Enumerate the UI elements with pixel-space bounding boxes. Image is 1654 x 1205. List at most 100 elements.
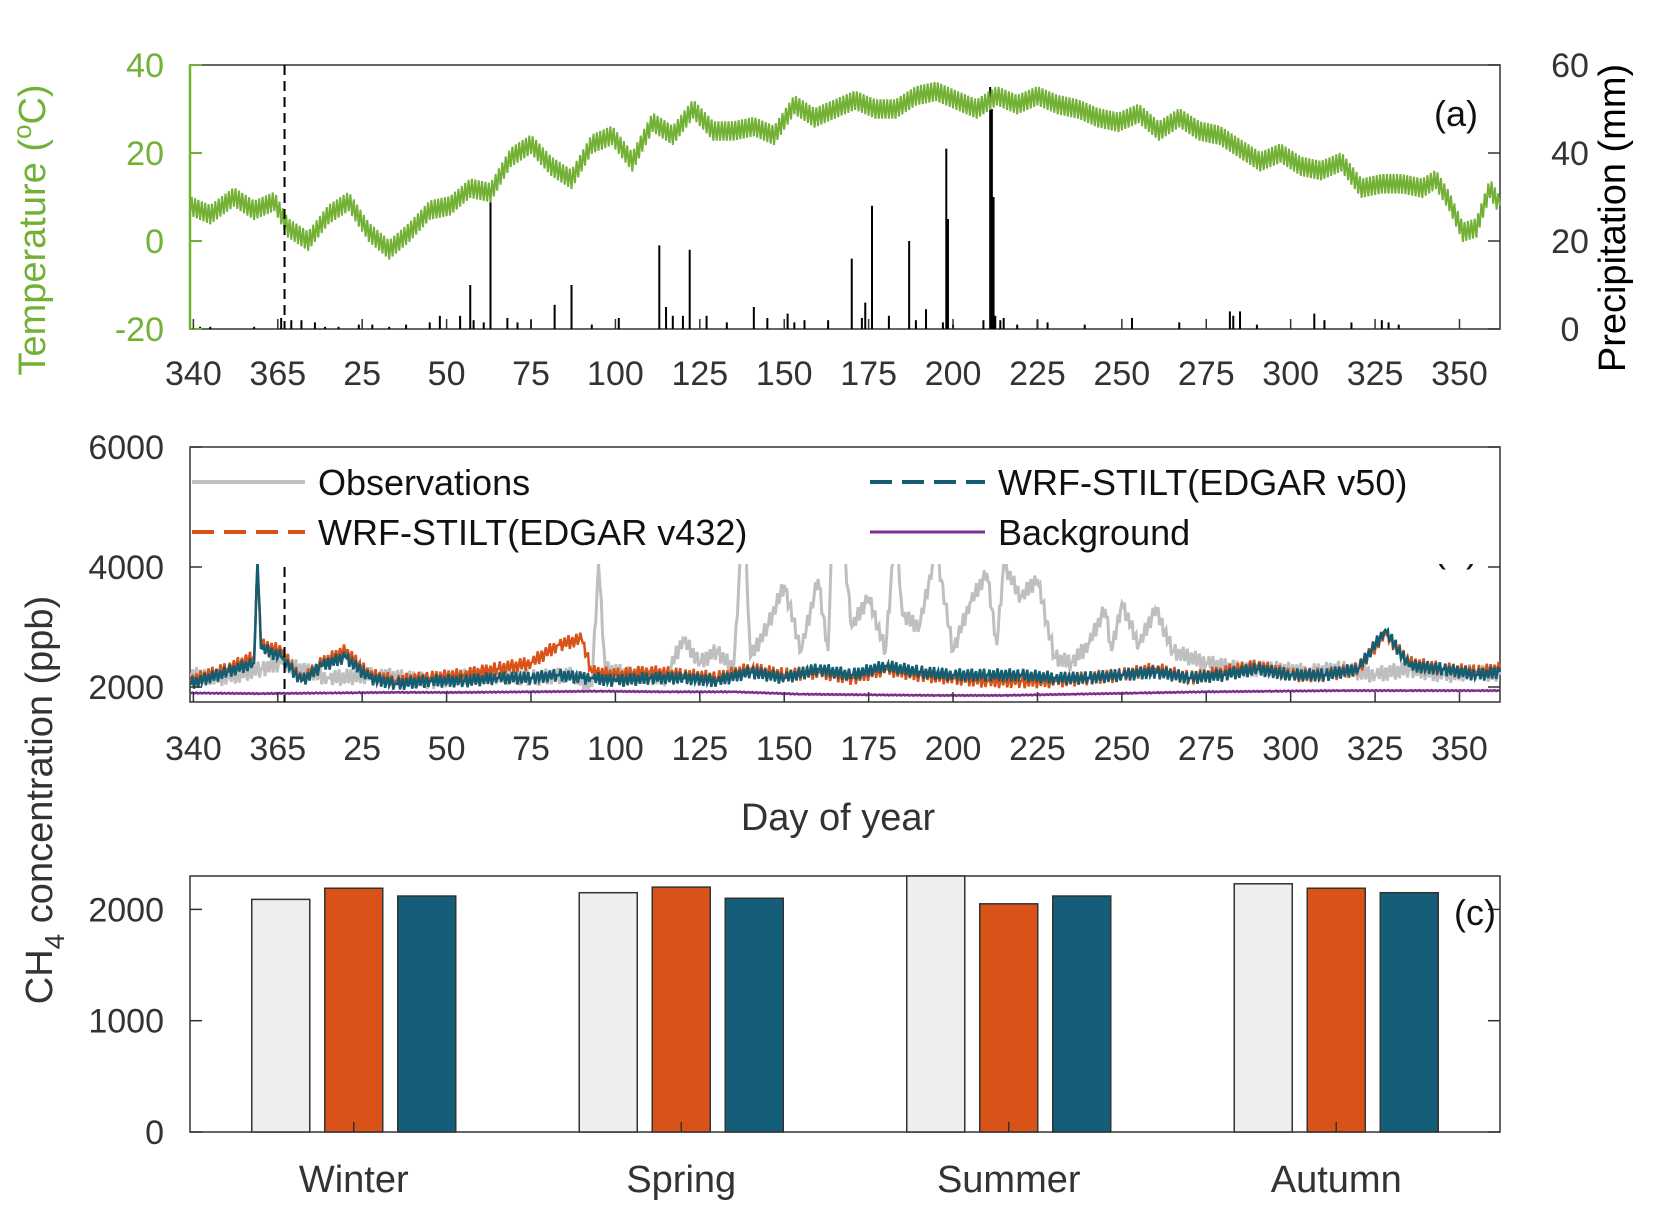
panel-a-label: (a)	[1434, 93, 1478, 134]
left-tick-label: 40	[126, 47, 164, 85]
bar-spring-observations	[578, 891, 638, 1133]
y-tick-label: 4000	[88, 549, 164, 587]
x-tick-label: 250	[1093, 355, 1150, 393]
x-tick-label: 25	[343, 355, 381, 393]
legend-label-observations: Observations	[318, 462, 530, 503]
x-tick-label: 300	[1262, 355, 1319, 393]
x-tick-label: 125	[671, 355, 728, 393]
x-tick-label: 50	[428, 355, 466, 393]
x-tick-label: 365	[249, 355, 306, 393]
x-tick-label: 200	[925, 355, 982, 393]
right-tick-label: 20	[1551, 223, 1589, 261]
x-tick-label: 150	[756, 355, 813, 393]
bar-winter-wrf-stilt-edgar-v50	[397, 895, 457, 1133]
panel-c-frame	[189, 875, 1501, 1133]
bar-summer-wrf-stilt-edgar-v432	[979, 903, 1039, 1133]
category-label: Summer	[937, 1159, 1081, 1201]
x-tick-label: 350	[1431, 355, 1488, 393]
x-tick-label: 225	[1009, 355, 1066, 393]
bar-autumn-wrf-stilt-edgar-v432	[1306, 887, 1366, 1133]
x-tick-label: 50	[428, 730, 466, 768]
bar-summer-wrf-stilt-edgar-v50	[1052, 895, 1112, 1133]
legend-label-edgar-v432: WRF-STILT(EDGAR v432)	[318, 512, 747, 553]
x-tick-label: 275	[1178, 730, 1235, 768]
right-tick-label: 40	[1551, 135, 1589, 173]
bar-autumn-observations	[1233, 883, 1293, 1133]
panel-a: -20 0 20 40 0 20 40 60 340 365 25 50 75 100 125 150 17…	[7, 47, 1634, 393]
panel-a-x-ticks: 340 365 25 50 75 100 125 150 175 200 225 250 275 300 3…	[165, 319, 1488, 393]
x-tick-label: 150	[756, 730, 813, 768]
x-tick-label: 175	[840, 730, 897, 768]
panel-a-left-axis-title-unit: C)	[12, 84, 54, 124]
x-tick-label: 75	[512, 730, 550, 768]
panel-b-x-ticks: 340 365 25 50 75 100 125 150 175 200 225 250 275 300 3…	[165, 692, 1488, 768]
y-tick-label: 1000	[88, 1003, 164, 1041]
x-tick-label: 350	[1431, 730, 1488, 768]
panel-c: 0 1000 2000 Winter Spring Summer Autumn (c)	[88, 875, 1501, 1201]
x-tick-label: 225	[1009, 730, 1066, 768]
x-tick-label: 325	[1347, 355, 1404, 393]
panel-c-x-ticks: Winter Spring Summer Autumn	[299, 1122, 1402, 1201]
shared-y-axis-title: CH4 concentration (ppb)	[19, 596, 70, 1004]
y-tick-label: 0	[145, 1114, 164, 1152]
shared-y-axis-title-prefix: CH	[19, 949, 61, 1004]
background-line	[190, 688, 1501, 698]
x-tick-label: 125	[671, 730, 728, 768]
y-tick-label: 2000	[88, 669, 164, 707]
x-tick-label: 275	[1178, 355, 1235, 393]
right-tick-label: 0	[1561, 311, 1580, 349]
panel-a-right-axis-title: Precipitation (mm)	[1592, 64, 1634, 372]
x-tick-label: 250	[1093, 730, 1150, 768]
x-tick-label: 175	[840, 355, 897, 393]
panel-a-left-axis-title-text: Temperature (	[12, 139, 54, 376]
panel-b: 2000 4000 6000 340 365 25 50 75 100 125 150 175 200…	[88, 429, 1502, 839]
temperature-line	[189, 82, 1501, 260]
panel-a-right-ticks: 0 20 40 60	[1488, 47, 1589, 349]
panel-b-plot	[189, 458, 1502, 702]
x-tick-label: 365	[249, 730, 306, 768]
x-tick-label: 300	[1262, 730, 1319, 768]
x-tick-label: 25	[343, 730, 381, 768]
right-tick-label: 60	[1551, 47, 1589, 85]
x-tick-label: 75	[512, 355, 550, 393]
legend-label-edgar-v50: WRF-STILT(EDGAR v50)	[998, 462, 1407, 503]
left-tick-label: 20	[126, 135, 164, 173]
panel-c-y-ticks: 0 1000 2000	[88, 891, 1500, 1152]
degree-symbol: o	[7, 125, 37, 139]
left-tick-label: 0	[145, 223, 164, 261]
category-label: Autumn	[1271, 1159, 1402, 1201]
y-tick-label: 6000	[88, 429, 164, 467]
x-tick-label: 325	[1347, 730, 1404, 768]
x-tick-label: 100	[587, 730, 644, 768]
legend-item-edgar-v432: WRF-STILT(EDGAR v432)	[192, 512, 747, 553]
legend: Observations WRF-STILT(EDGAR v432) WRF-S…	[192, 452, 1498, 564]
panel-c-label: (c)	[1454, 892, 1496, 933]
bar-winter-wrf-stilt-edgar-v432	[324, 887, 384, 1133]
legend-item-background: Background	[870, 512, 1190, 553]
y-tick-label: 2000	[88, 891, 164, 929]
x-tick-label: 100	[587, 355, 644, 393]
edgar-v50-line	[189, 560, 1502, 691]
legend-item-observations: Observations	[192, 462, 530, 503]
panel-b-y-ticks: 2000 4000 6000	[88, 429, 1500, 707]
bar-spring-wrf-stilt-edgar-v50	[724, 897, 784, 1133]
panel-a-left-ticks: -20 0 20 40	[115, 47, 202, 349]
x-tick-label: 340	[165, 730, 222, 768]
shared-y-axis-title-suffix: concentration (ppb)	[19, 596, 61, 934]
category-label: Winter	[299, 1159, 409, 1201]
panel-c-plot	[251, 875, 1439, 1133]
x-tick-label: 340	[165, 355, 222, 393]
left-tick-label: -20	[115, 311, 164, 349]
bar-autumn-wrf-stilt-edgar-v50	[1379, 891, 1439, 1133]
bar-spring-wrf-stilt-edgar-v432	[651, 886, 711, 1133]
legend-item-edgar-v50: WRF-STILT(EDGAR v50)	[870, 462, 1407, 503]
bar-summer-observations	[906, 875, 966, 1133]
legend-background	[192, 452, 1498, 564]
legend-label-background: Background	[998, 512, 1190, 553]
panel-a-plot	[188, 65, 1501, 329]
x-tick-label: 200	[925, 730, 982, 768]
shared-y-axis-title-subscript: 4	[39, 934, 70, 950]
panel-b-x-axis-title: Day of year	[741, 797, 936, 839]
panel-a-left-axis-title: Temperature (oC)	[7, 84, 54, 375]
